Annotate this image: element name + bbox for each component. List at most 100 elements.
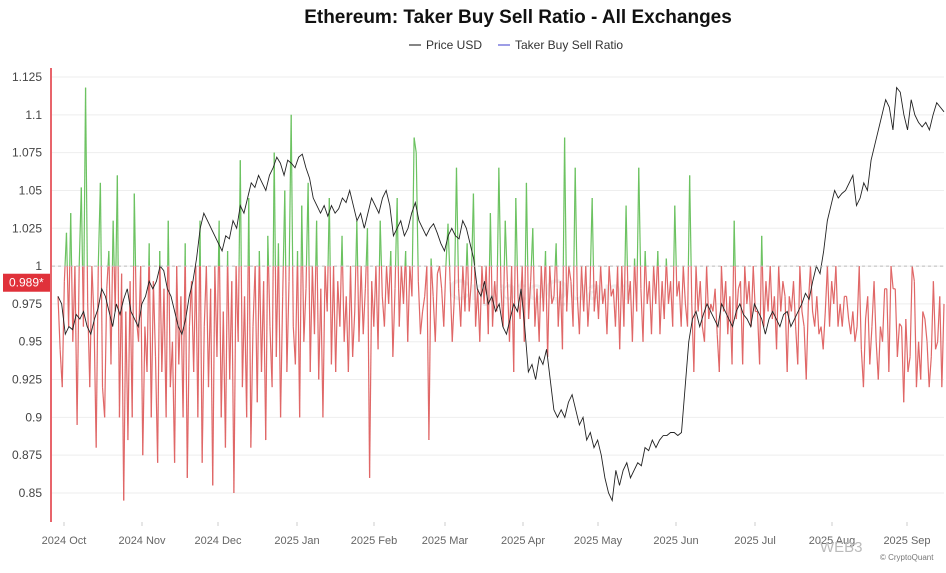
ratio-segment xyxy=(313,266,317,335)
ratio-segment xyxy=(125,311,129,441)
ratio-segment xyxy=(527,281,532,320)
ratio-segment xyxy=(890,266,894,289)
price-series xyxy=(57,86,945,503)
ratio-segment xyxy=(413,137,417,153)
y-tick-label: 0.95 xyxy=(19,335,43,349)
ratio-segment xyxy=(659,281,663,335)
ratio-segment xyxy=(645,266,648,304)
ratio-segment xyxy=(263,281,267,441)
y-tick-label: 1.075 xyxy=(12,146,42,160)
ratio-segment xyxy=(578,266,583,335)
ratio-segment xyxy=(165,266,169,418)
ratio-segment xyxy=(888,266,892,372)
ratio-segment xyxy=(371,281,375,327)
y-tick-label: 0.925 xyxy=(12,373,42,387)
ratio-segment xyxy=(265,266,269,441)
ratio-segment xyxy=(835,266,839,327)
ratio-segment xyxy=(402,266,406,304)
ratio-segment xyxy=(434,273,439,342)
ratio-segment xyxy=(672,266,675,327)
ratio-segment xyxy=(368,281,373,478)
ratio-segment xyxy=(218,266,222,418)
x-tick-label: 2025 Aug xyxy=(809,535,856,547)
ratio-segment xyxy=(896,323,901,357)
ratio-segment xyxy=(805,303,809,380)
ratio-segment xyxy=(725,281,729,335)
ratio-segment xyxy=(600,266,604,304)
ratio-segment xyxy=(140,266,144,456)
x-tick-label: 2024 Nov xyxy=(118,535,166,547)
ratio-segment xyxy=(282,266,284,297)
ratio-segment xyxy=(775,266,780,350)
ratio-segment xyxy=(356,220,359,267)
ratio-segment xyxy=(267,235,270,267)
ratio-segment xyxy=(345,296,349,372)
ratio-segment xyxy=(390,266,394,357)
ratio-segment xyxy=(267,266,271,327)
ratio-segment xyxy=(532,228,535,267)
ratio-segment xyxy=(761,235,764,267)
ratio-segment xyxy=(352,311,356,357)
ratio-segment xyxy=(201,326,205,463)
y-tick-label: 0.85 xyxy=(19,486,43,500)
x-axis: 2024 Oct 2024 Nov 2024 Dec 2025 Jan 2025 Feb… xyxy=(42,522,931,547)
ratio-segment xyxy=(666,266,670,304)
ratio-segment xyxy=(636,266,638,312)
ratio-segment xyxy=(583,266,587,312)
ratio-segment xyxy=(674,205,677,267)
ratio-segment xyxy=(65,232,68,267)
ratio-segment xyxy=(616,266,621,350)
ratio-segment xyxy=(120,273,125,501)
x-tick-label: 2025 Sep xyxy=(883,535,930,547)
ratio-segment xyxy=(877,326,882,380)
ratio-segment xyxy=(259,266,263,372)
ratio-segment xyxy=(239,160,242,267)
ratio-segment xyxy=(67,266,71,327)
ratio-segment xyxy=(472,193,476,267)
ratio-segment xyxy=(566,266,570,312)
ratio-segment xyxy=(733,220,736,267)
ratio-segment xyxy=(285,266,288,372)
ratio-segment xyxy=(930,281,935,357)
ratio-segment xyxy=(148,266,152,418)
ratio-segment xyxy=(695,266,699,312)
ratio-segment xyxy=(95,266,99,448)
x-tick-label: 2024 Oct xyxy=(42,535,87,547)
ratio-segment xyxy=(606,266,610,335)
ratio-segment xyxy=(708,303,712,320)
ratio-segment xyxy=(561,266,564,350)
ratio-segment xyxy=(193,266,197,372)
x-tick-label: 2025 Apr xyxy=(501,535,545,547)
ratio-segment xyxy=(657,266,661,335)
ratio-segment xyxy=(335,281,339,372)
ratio-segment xyxy=(675,266,678,297)
ratio-segment xyxy=(873,281,877,342)
ratio-segment xyxy=(502,266,505,327)
ratio-segment xyxy=(824,266,829,312)
ratio-segment xyxy=(909,266,913,357)
ratio-segment xyxy=(686,266,689,327)
ratio-segment xyxy=(693,266,697,372)
ratio-segment xyxy=(99,182,102,267)
ratio-segment xyxy=(320,288,324,418)
ratio-segment xyxy=(367,266,371,478)
ratio-segment xyxy=(477,288,481,342)
ratio-segment xyxy=(430,266,434,297)
ratio-segment xyxy=(525,182,529,267)
ratio-segment xyxy=(254,266,258,403)
ratio-segment xyxy=(734,266,737,320)
ratio-segment xyxy=(542,266,546,312)
ratio-segment xyxy=(61,281,65,388)
ratio-segment xyxy=(592,266,595,312)
ratio-segment xyxy=(91,266,95,320)
ratio-segment xyxy=(385,266,390,304)
ratio-segment xyxy=(106,266,109,289)
y-tick-label: 1.125 xyxy=(12,70,42,84)
ratio-segment xyxy=(706,266,710,320)
ratio-segment xyxy=(301,205,304,267)
ratio-segment xyxy=(195,266,199,418)
ratio-segment xyxy=(417,281,422,335)
ratio-segment xyxy=(279,296,284,418)
legend: Price USD Taker Buy Sell Ratio xyxy=(409,38,623,52)
ratio-segment xyxy=(237,266,240,342)
